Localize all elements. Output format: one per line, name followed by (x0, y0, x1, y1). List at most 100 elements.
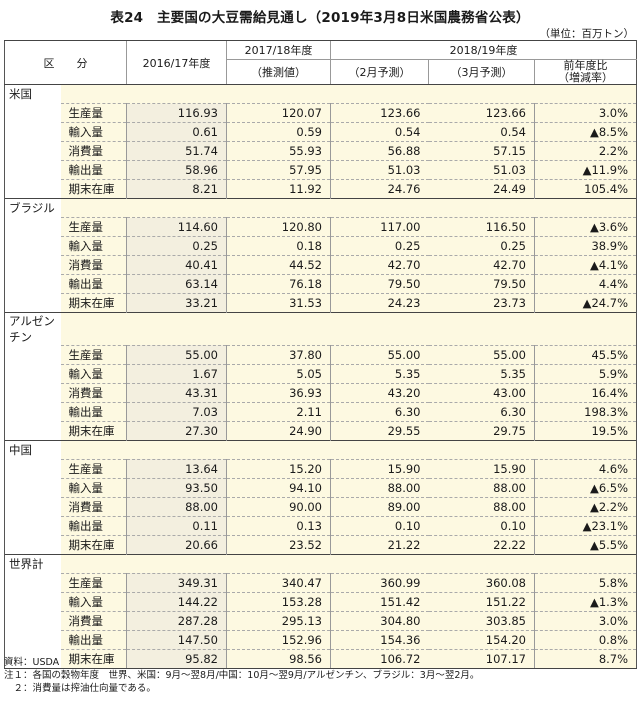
value-yoy-change: 4.6% (533, 458, 638, 478)
value-2016: 116.93 (126, 103, 227, 123)
country-header-fill (60, 439, 638, 459)
value-2016: 27.30 (126, 420, 227, 440)
value-2016: 33.21 (126, 293, 227, 313)
row-indent (4, 274, 61, 294)
row-item-label: 輸入量 (60, 363, 127, 383)
value-mar-forecast: 51.03 (428, 160, 535, 180)
value-2016: 55.00 (126, 344, 227, 364)
value-2017: 0.59 (226, 122, 331, 142)
value-mar-forecast: 123.66 (428, 103, 535, 123)
value-mar-forecast: 43.00 (428, 382, 535, 402)
value-mar-forecast: 107.17 (428, 648, 535, 669)
row-item-label: 輸出量 (60, 629, 127, 649)
value-2017: 24.90 (226, 420, 331, 440)
header-2017-sub: （推測値） (226, 59, 331, 85)
value-yoy-change: ▲11.9% (533, 160, 638, 180)
value-yoy-change: 19.5% (533, 420, 638, 440)
country-name: アルゼンチン (4, 312, 61, 345)
value-yoy-change: 8.7% (533, 648, 638, 669)
header-yoy-change-sub: （増減率） (558, 71, 614, 84)
value-mar-forecast: 42.70 (428, 255, 535, 275)
row-indent (4, 255, 61, 275)
table-row: 消費量 43.31 36.93 43.20 43.00 16.4% (4, 382, 638, 402)
row-indent (4, 592, 61, 611)
value-yoy-change: 105.4% (533, 179, 638, 199)
value-2016: 51.74 (126, 141, 227, 161)
value-2017: 44.52 (226, 255, 331, 275)
row-indent (4, 649, 61, 669)
table-row: 生産量 349.31 340.47 360.99 360.08 5.8% (4, 572, 638, 592)
table-row: 消費量 287.28 295.13 304.80 303.85 3.0% (4, 610, 638, 630)
value-yoy-change: 45.5% (533, 344, 638, 364)
value-yoy-change: ▲24.7% (533, 293, 638, 313)
table-row: 輸入量 144.22 153.28 151.42 151.22 ▲1.3% (4, 591, 638, 611)
row-item-label: 輸入量 (60, 236, 127, 256)
value-feb-forecast: 360.99 (330, 572, 429, 592)
table-row: 生産量 116.93 120.07 123.66 123.66 3.0% (4, 103, 638, 123)
table-title: 表24 主要国の大豆需給見通し（2019年3月8日米国農務省公表） (110, 10, 530, 26)
header-2017: 2017/18年度 (226, 40, 331, 60)
country-name: 世界計 (4, 553, 61, 573)
value-feb-forecast: 51.03 (330, 160, 429, 180)
value-yoy-change: 5.9% (533, 363, 638, 383)
row-indent (4, 217, 61, 237)
value-mar-forecast: 303.85 (428, 610, 535, 630)
value-2017: 340.47 (226, 572, 331, 592)
header-mar-forecast: （3月予測） (428, 59, 535, 85)
row-item-label: 消費量 (60, 496, 127, 516)
value-mar-forecast: 6.30 (428, 401, 535, 421)
value-yoy-change: ▲6.5% (533, 477, 638, 497)
table-row: 輸入量 0.61 0.59 0.54 0.54 ▲8.5% (4, 122, 638, 142)
soybean-supply-table: 区 分 2016/17年度 2017/18年度 2018/19年度 （推測値） … (4, 40, 638, 669)
value-2017: 15.20 (226, 458, 331, 478)
value-yoy-change: ▲23.1% (533, 515, 638, 535)
footnote-source: 資料：USDA (4, 657, 60, 668)
value-yoy-change: 0.8% (533, 629, 638, 649)
value-2017: 57.95 (226, 160, 331, 180)
value-2016: 63.14 (126, 274, 227, 294)
row-indent (4, 141, 61, 161)
value-feb-forecast: 21.22 (330, 534, 429, 554)
country-header-row: 世界計 (4, 553, 638, 573)
value-2016: 144.22 (126, 591, 227, 611)
country-header-row: 中国 (4, 439, 638, 459)
row-item-label: 生産量 (60, 103, 127, 123)
value-2016: 58.96 (126, 160, 227, 180)
value-feb-forecast: 0.25 (330, 236, 429, 256)
value-mar-forecast: 0.25 (428, 236, 535, 256)
value-2017: 0.18 (226, 236, 331, 256)
table-row: 期末在庫 20.66 23.52 21.22 22.22 ▲5.5% (4, 534, 638, 554)
value-2017: 11.92 (226, 179, 331, 199)
value-2016: 7.03 (126, 401, 227, 421)
row-indent (4, 383, 61, 402)
value-2017: 120.07 (226, 103, 331, 123)
country-header-fill (60, 553, 638, 573)
value-feb-forecast: 89.00 (330, 496, 429, 516)
value-2017: 120.80 (226, 217, 331, 237)
value-2016: 20.66 (126, 534, 227, 554)
row-item-label: 輸入量 (60, 591, 127, 611)
header-feb-forecast: （2月予測） (330, 59, 429, 85)
value-yoy-change: ▲3.6% (533, 217, 638, 237)
row-indent (4, 236, 61, 256)
row-indent (4, 103, 61, 123)
unit-label: （単位：百万トン） (539, 28, 635, 40)
value-2017: 152.96 (226, 629, 331, 649)
row-item-label: 輸出量 (60, 160, 127, 180)
value-mar-forecast: 29.75 (428, 420, 535, 440)
table-row: 期末在庫 27.30 24.90 29.55 29.75 19.5% (4, 420, 638, 440)
value-mar-forecast: 79.50 (428, 274, 535, 294)
table-row: 輸入量 93.50 94.10 88.00 88.00 ▲6.5% (4, 477, 638, 497)
row-item-label: 期末在庫 (60, 179, 127, 199)
value-2016: 43.31 (126, 382, 227, 402)
table-row: 輸出量 0.11 0.13 0.10 0.10 ▲23.1% (4, 515, 638, 535)
row-item-label: 生産量 (60, 217, 127, 237)
country-header-row: 米国 (4, 84, 638, 104)
value-feb-forecast: 15.90 (330, 458, 429, 478)
value-yoy-change: 4.4% (533, 274, 638, 294)
value-yoy-change: ▲4.1% (533, 255, 638, 275)
value-mar-forecast: 23.73 (428, 293, 535, 313)
value-2017: 98.56 (226, 648, 331, 669)
table-row: 消費量 40.41 44.52 42.70 42.70 ▲4.1% (4, 255, 638, 275)
value-yoy-change: 16.4% (533, 382, 638, 402)
